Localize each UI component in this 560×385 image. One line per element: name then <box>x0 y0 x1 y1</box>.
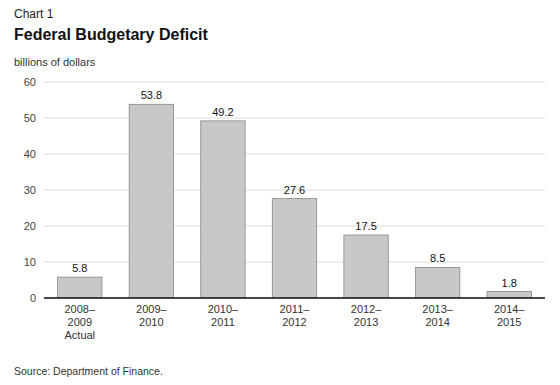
x-tick-label: 2012–2013 <box>351 303 382 328</box>
x-tick-label-line: 2013– <box>422 303 453 315</box>
title: Federal Budgetary Deficit <box>14 26 209 43</box>
grid-line <box>44 154 545 155</box>
chart-label: Chart 1 <box>14 7 54 21</box>
x-tick-label-line: 2011 <box>211 316 235 328</box>
bar <box>344 235 388 298</box>
x-tick-label-line: 2010– <box>208 303 239 315</box>
x-tick-label-line: 2015 <box>497 316 521 328</box>
bar <box>487 292 531 298</box>
x-tick-label-line: 2014– <box>494 303 525 315</box>
grid-line <box>44 298 545 299</box>
y-axis-label: billions of dollars <box>14 56 96 68</box>
grid-line <box>44 82 545 83</box>
data-label: 17.5 <box>355 220 376 232</box>
x-tick-label-line: Actual <box>64 329 95 341</box>
grid-line <box>44 118 545 119</box>
x-tick-label: 2011–2012 <box>280 303 311 328</box>
x-tick-label-line: 2008– <box>64 303 95 315</box>
data-label: 8.5 <box>430 252 445 264</box>
chart-container: Chart 1 Federal Budgetary Deficit billions… <box>0 0 560 385</box>
bars <box>58 104 532 298</box>
annotation: Source: Department of Finance. <box>14 365 163 377</box>
y-tick-label: 50 <box>24 112 36 124</box>
chart-svg: Chart 1 Federal Budgetary Deficit billions… <box>0 0 560 385</box>
bar <box>272 199 316 298</box>
data-label: 1.8 <box>502 277 517 289</box>
x-tick-label: 2010–2011 <box>208 303 239 328</box>
x-tick-label: 2009–2010 <box>136 303 167 328</box>
x-axis-line <box>44 297 545 299</box>
x-tick-label-line: 2012– <box>351 303 382 315</box>
y-tick-label: 60 <box>24 76 36 88</box>
bar <box>201 121 245 298</box>
data-label: 27.6 <box>284 184 305 196</box>
x-tick-label-line: 2009 <box>68 316 92 328</box>
bar <box>58 277 102 298</box>
x-tick-label: 2013–2014 <box>422 303 453 328</box>
x-tick-label-line: 2009– <box>136 303 167 315</box>
x-tick-label-line: 2012 <box>282 316 306 328</box>
y-tick-label: 10 <box>24 256 36 268</box>
x-tick-label: 2014–2015 <box>494 303 525 328</box>
y-tick-label: 40 <box>24 148 36 160</box>
x-tick-label-line: 2014 <box>425 316 449 328</box>
data-label: 49.2 <box>212 106 233 118</box>
x-tick-label-line: 2013 <box>354 316 378 328</box>
y-tick-label: 0 <box>30 292 36 304</box>
x-tick-label: 2008–2009Actual <box>64 303 95 341</box>
data-label: 5.8 <box>72 262 87 274</box>
y-tick-label: 30 <box>24 184 36 196</box>
background <box>0 0 560 385</box>
x-tick-label-line: 2011– <box>280 303 311 315</box>
bar <box>415 267 459 298</box>
grid <box>44 82 545 298</box>
data-label: 53.8 <box>141 89 162 101</box>
bar <box>129 104 173 298</box>
x-tick-label-line: 2010 <box>139 316 163 328</box>
y-tick-label: 20 <box>24 220 36 232</box>
